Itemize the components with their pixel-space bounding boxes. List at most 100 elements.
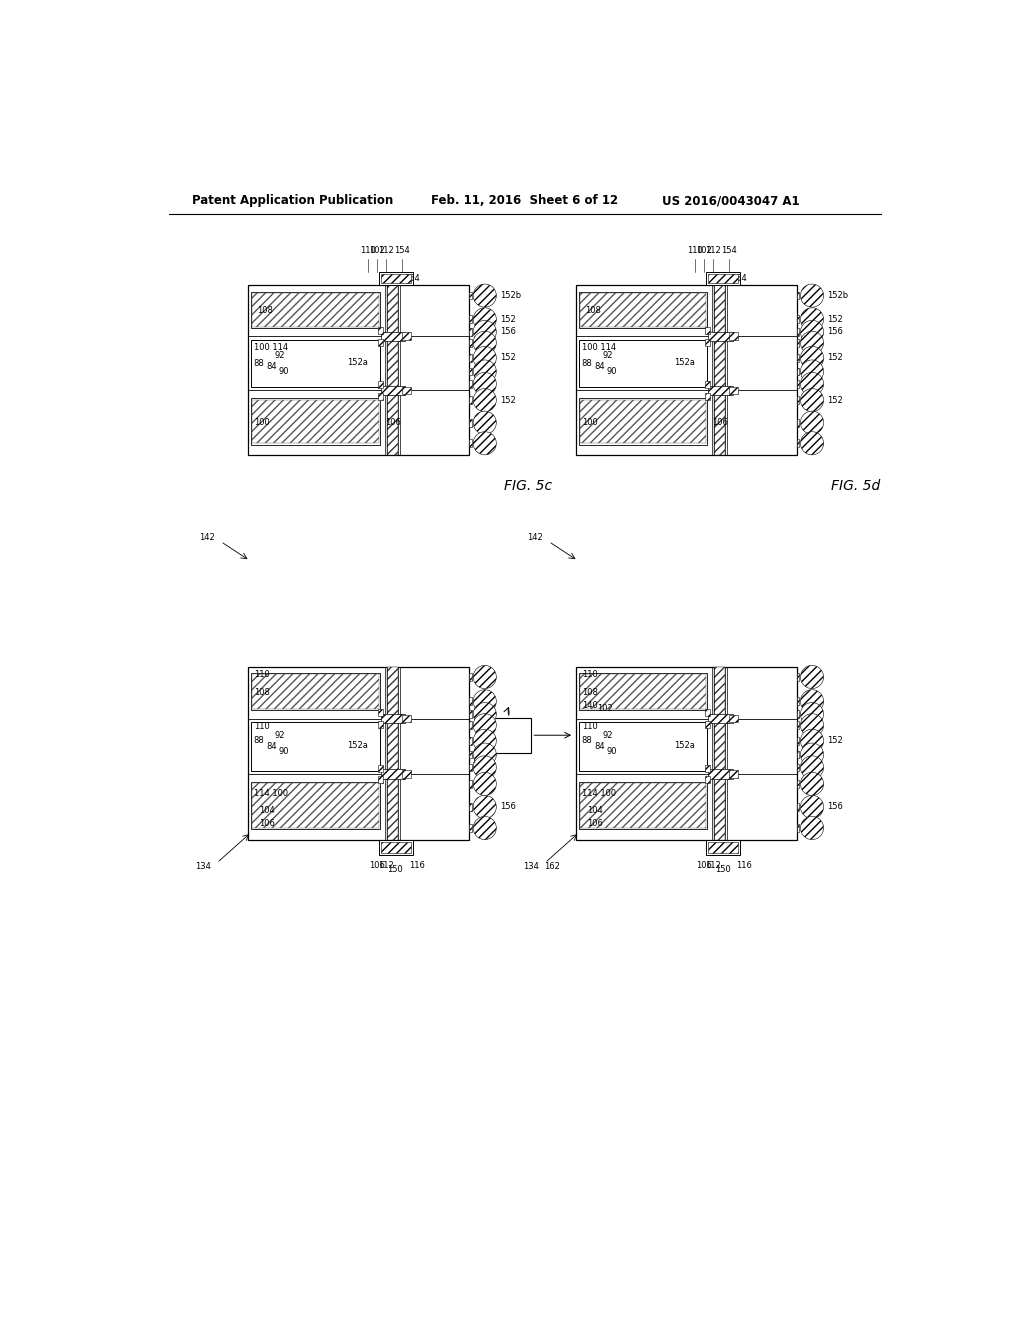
Bar (401, 387, 411, 395)
Bar (797, 380, 799, 388)
Bar (378, 764, 383, 772)
Bar (251, 399, 380, 445)
Text: 110: 110 (582, 669, 598, 678)
Bar (581, 400, 706, 444)
Circle shape (473, 772, 497, 796)
Bar (469, 751, 472, 759)
Text: 140: 140 (582, 701, 598, 710)
Circle shape (801, 308, 823, 331)
Circle shape (473, 714, 497, 737)
Circle shape (473, 388, 497, 412)
Bar (469, 292, 472, 300)
Text: 90: 90 (606, 747, 616, 756)
Text: 152: 152 (827, 737, 843, 746)
Bar (469, 697, 472, 705)
Bar (379, 840, 413, 855)
Bar (387, 667, 397, 840)
Text: 152b: 152b (827, 292, 849, 300)
Bar (469, 380, 472, 388)
Bar (708, 714, 733, 723)
Bar (797, 803, 799, 810)
Circle shape (801, 729, 823, 752)
Circle shape (473, 411, 497, 434)
Text: 84: 84 (595, 362, 605, 371)
Bar (252, 400, 379, 444)
Bar (579, 722, 708, 771)
Text: 162: 162 (545, 862, 560, 871)
Bar (708, 770, 733, 779)
Bar (705, 381, 711, 388)
Bar (706, 840, 740, 855)
Bar (729, 714, 738, 722)
Text: FIG. 5c: FIG. 5c (504, 479, 552, 492)
Text: 102: 102 (696, 247, 712, 256)
Bar (797, 292, 799, 300)
Circle shape (801, 689, 823, 713)
Text: 106: 106 (259, 818, 275, 828)
Text: 110: 110 (254, 722, 269, 731)
Bar (378, 339, 383, 346)
Bar (248, 285, 469, 455)
Bar (248, 667, 469, 840)
Bar (378, 381, 383, 388)
Circle shape (801, 360, 823, 383)
Bar (708, 842, 738, 853)
Text: 108: 108 (585, 306, 601, 315)
Bar (469, 368, 472, 375)
Circle shape (801, 743, 823, 766)
Bar (381, 714, 406, 723)
Bar (575, 667, 797, 840)
Text: 160: 160 (471, 756, 486, 766)
Text: 154: 154 (731, 275, 746, 282)
Circle shape (801, 372, 823, 396)
Text: 142: 142 (527, 533, 544, 543)
Bar (251, 339, 380, 387)
Text: 100: 100 (254, 418, 269, 428)
Bar (729, 770, 738, 777)
Bar (797, 721, 799, 729)
Bar (401, 770, 411, 777)
Circle shape (473, 321, 497, 343)
Text: 152a: 152a (347, 741, 369, 750)
Bar (469, 710, 472, 718)
Text: US 2016/0043047 A1: US 2016/0043047 A1 (662, 194, 800, 207)
Bar (469, 329, 472, 335)
Bar (378, 721, 383, 727)
Text: 106: 106 (712, 418, 728, 428)
Circle shape (801, 346, 823, 370)
Circle shape (801, 714, 823, 737)
Text: 150: 150 (715, 866, 730, 874)
Text: 100 114: 100 114 (254, 343, 288, 351)
Text: 84: 84 (595, 742, 605, 751)
Bar (378, 393, 383, 400)
Bar (705, 709, 711, 717)
Circle shape (801, 388, 823, 412)
Text: 108: 108 (257, 306, 272, 315)
Bar (252, 293, 379, 326)
Circle shape (473, 308, 497, 331)
Text: 90: 90 (606, 367, 616, 376)
Bar (469, 339, 472, 347)
Bar (469, 824, 472, 832)
Bar (797, 368, 799, 375)
Circle shape (801, 411, 823, 434)
Text: 156: 156 (500, 327, 516, 337)
Bar (251, 722, 380, 771)
Text: 156: 156 (827, 327, 844, 337)
Bar (705, 339, 711, 346)
Circle shape (473, 743, 497, 766)
Text: 100: 100 (582, 418, 598, 428)
Text: 152: 152 (500, 396, 516, 405)
Text: 90: 90 (279, 747, 289, 756)
Text: 142: 142 (200, 533, 215, 543)
Bar (705, 776, 711, 783)
Text: 110: 110 (359, 247, 376, 256)
Text: 88: 88 (254, 737, 264, 746)
Text: 152: 152 (500, 354, 516, 363)
Bar (469, 673, 472, 681)
Bar (797, 824, 799, 832)
Bar (378, 709, 383, 717)
Bar (251, 292, 380, 329)
Circle shape (473, 817, 497, 840)
Bar (469, 440, 472, 447)
